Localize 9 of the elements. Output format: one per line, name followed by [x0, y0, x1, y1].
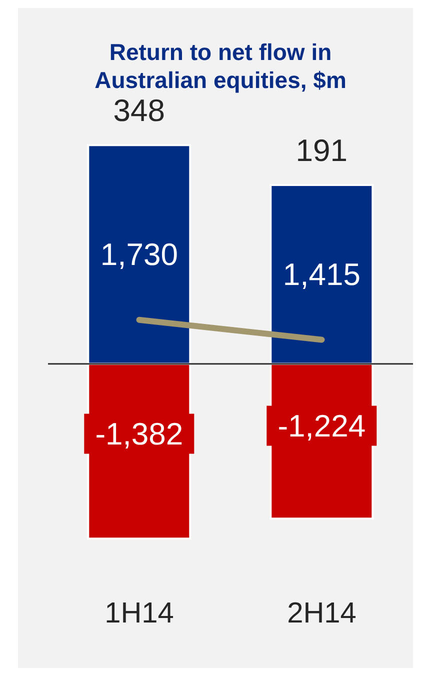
x-tick-label: 2H14 [287, 598, 356, 630]
total-label: 191 [296, 132, 348, 168]
data-label: 1,730 [100, 237, 178, 272]
data-label: -1,382 [95, 416, 184, 452]
x-tick-label: 1H14 [104, 598, 174, 630]
total-label: 348 [113, 93, 166, 128]
data-label: -1,224 [278, 408, 366, 444]
chart-title: Return to net flow in Australian equities, $m [94, 38, 348, 94]
data-label: 1,415 [282, 256, 360, 292]
